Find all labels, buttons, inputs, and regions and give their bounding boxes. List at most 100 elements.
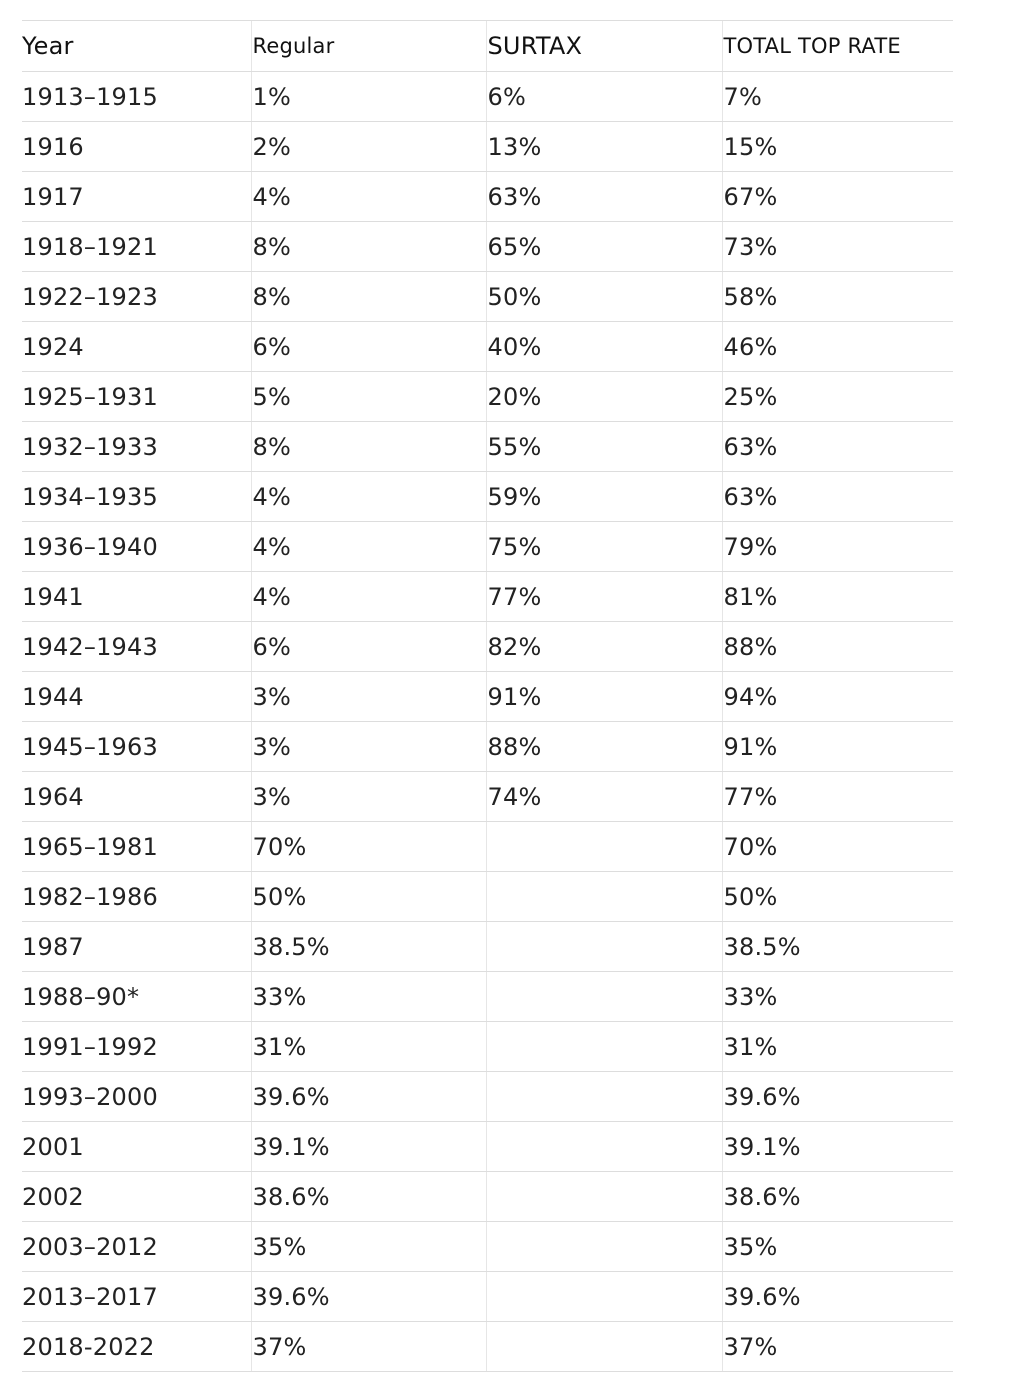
cell-year: 1944	[22, 671, 251, 722]
cell-surtax: 88%	[485, 721, 722, 772]
cell-total-top-rate: 63%	[721, 421, 953, 472]
cell-total-top-rate: 67%	[721, 171, 953, 222]
cell-surtax	[485, 1321, 722, 1372]
cell-surtax: 20%	[485, 371, 722, 422]
table-row: 1913–1915 1% 6% 7%	[22, 71, 953, 122]
cell-year: 2001	[22, 1121, 251, 1172]
cell-regular: 3%	[250, 671, 486, 722]
cell-year: 1932–1933	[22, 421, 251, 472]
cell-total-top-rate: 33%	[721, 971, 953, 1022]
table-row: 1988–90* 33% 33%	[22, 971, 953, 1022]
table-row: 1936–1940 4% 75% 79%	[22, 521, 953, 572]
cell-total-top-rate: 38.5%	[721, 921, 953, 972]
cell-total-top-rate: 31%	[721, 1021, 953, 1072]
cell-total-top-rate: 15%	[721, 121, 953, 172]
cell-year: 1936–1940	[22, 521, 251, 572]
cell-regular: 2%	[250, 121, 486, 172]
table-row: 1964 3% 74% 77%	[22, 771, 953, 822]
cell-regular: 8%	[250, 421, 486, 472]
tax-rate-table-container: Year Regular SURTAX TOTAL TOP RATE 1913–…	[22, 20, 953, 1372]
cell-year: 1991–1992	[22, 1021, 251, 1072]
cell-surtax	[485, 1071, 722, 1122]
header-total-top-rate: TOTAL TOP RATE	[721, 20, 953, 72]
table-row: 1993–2000 39.6% 39.6%	[22, 1071, 953, 1122]
cell-surtax	[485, 921, 722, 972]
cell-regular: 8%	[250, 271, 486, 322]
cell-regular: 37%	[250, 1321, 486, 1372]
cell-regular: 1%	[250, 71, 486, 122]
table-row: 1991–1992 31% 31%	[22, 1021, 953, 1072]
table-row: 1916 2% 13% 15%	[22, 121, 953, 172]
cell-regular: 39.6%	[250, 1071, 486, 1122]
cell-surtax: 50%	[485, 271, 722, 322]
cell-total-top-rate: 91%	[721, 721, 953, 772]
table-row: 1918–1921 8% 65% 73%	[22, 221, 953, 272]
cell-year: 1942–1943	[22, 621, 251, 672]
cell-year: 1924	[22, 321, 251, 372]
cell-year: 2003–2012	[22, 1221, 251, 1272]
cell-year: 1945–1963	[22, 721, 251, 772]
cell-surtax	[485, 1121, 722, 1172]
cell-surtax: 77%	[485, 571, 722, 622]
cell-year: 1918–1921	[22, 221, 251, 272]
cell-year: 1987	[22, 921, 251, 972]
header-regular: Regular	[250, 20, 486, 72]
cell-regular: 4%	[250, 571, 486, 622]
cell-total-top-rate: 63%	[721, 471, 953, 522]
cell-total-top-rate: 35%	[721, 1221, 953, 1272]
cell-total-top-rate: 37%	[721, 1321, 953, 1372]
cell-surtax: 13%	[485, 121, 722, 172]
table-row: 1944 3% 91% 94%	[22, 671, 953, 722]
cell-year: 1913–1915	[22, 71, 251, 122]
cell-year: 1982–1986	[22, 871, 251, 922]
header-surtax: SURTAX	[485, 20, 722, 72]
cell-regular: 5%	[250, 371, 486, 422]
cell-year: 2002	[22, 1171, 251, 1222]
cell-surtax: 6%	[485, 71, 722, 122]
table-row: 1925–1931 5% 20% 25%	[22, 371, 953, 422]
cell-regular: 39.6%	[250, 1271, 486, 1322]
cell-total-top-rate: 38.6%	[721, 1171, 953, 1222]
cell-regular: 6%	[250, 621, 486, 672]
cell-year: 1965–1981	[22, 821, 251, 872]
table-row: 1922–1923 8% 50% 58%	[22, 271, 953, 322]
cell-surtax	[485, 821, 722, 872]
cell-year: 1925–1931	[22, 371, 251, 422]
cell-year: 1922–1923	[22, 271, 251, 322]
table-row: 1941 4% 77% 81%	[22, 571, 953, 622]
table-row: 2002 38.6% 38.6%	[22, 1171, 953, 1222]
table-row: 1924 6% 40% 46%	[22, 321, 953, 372]
table-row: 2018-2022 37% 37%	[22, 1321, 953, 1372]
cell-year: 1993–2000	[22, 1071, 251, 1122]
cell-year: 2013–2017	[22, 1271, 251, 1322]
cell-regular: 3%	[250, 721, 486, 772]
table-row: 1934–1935 4% 59% 63%	[22, 471, 953, 522]
cell-year: 2018-2022	[22, 1321, 251, 1372]
cell-regular: 4%	[250, 171, 486, 222]
table-row: 1942–1943 6% 82% 88%	[22, 621, 953, 672]
cell-regular: 33%	[250, 971, 486, 1022]
cell-year: 1941	[22, 571, 251, 622]
cell-regular: 3%	[250, 771, 486, 822]
cell-surtax: 63%	[485, 171, 722, 222]
header-year: Year	[22, 20, 251, 72]
cell-regular: 35%	[250, 1221, 486, 1272]
cell-surtax: 59%	[485, 471, 722, 522]
cell-surtax: 74%	[485, 771, 722, 822]
table-row: 1965–1981 70% 70%	[22, 821, 953, 872]
cell-regular: 31%	[250, 1021, 486, 1072]
cell-total-top-rate: 58%	[721, 271, 953, 322]
cell-total-top-rate: 94%	[721, 671, 953, 722]
cell-total-top-rate: 77%	[721, 771, 953, 822]
table-row: 1987 38.5% 38.5%	[22, 921, 953, 972]
cell-surtax: 91%	[485, 671, 722, 722]
cell-year: 1964	[22, 771, 251, 822]
cell-surtax: 65%	[485, 221, 722, 272]
table-row: 1982–1986 50% 50%	[22, 871, 953, 922]
cell-total-top-rate: 81%	[721, 571, 953, 622]
cell-total-top-rate: 73%	[721, 221, 953, 272]
table-row: 1932–1933 8% 55% 63%	[22, 421, 953, 472]
cell-regular: 39.1%	[250, 1121, 486, 1172]
table-row: 2001 39.1% 39.1%	[22, 1121, 953, 1172]
cell-total-top-rate: 88%	[721, 621, 953, 672]
